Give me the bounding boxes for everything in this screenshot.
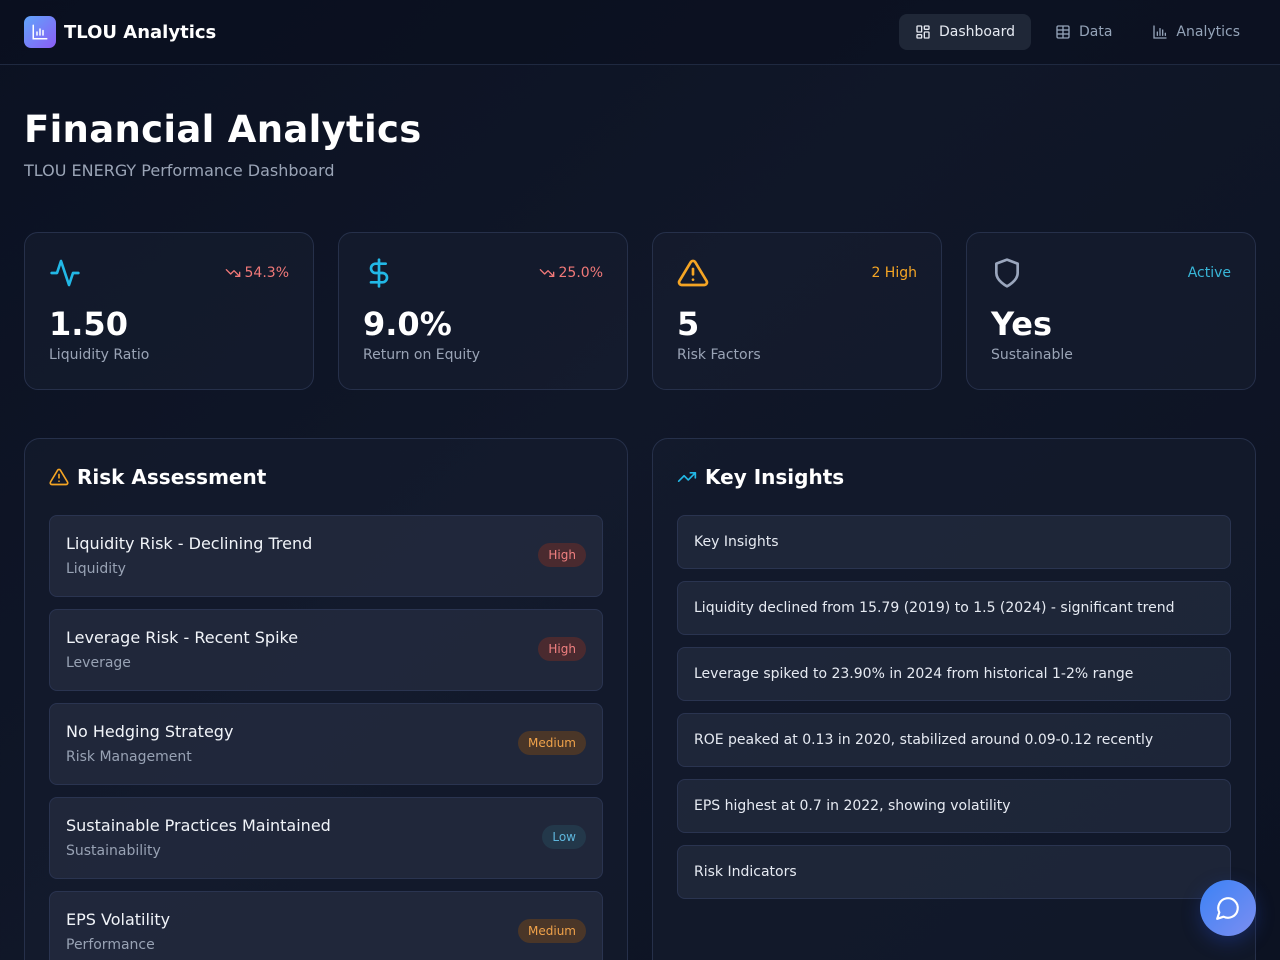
key-insights-panel: Key Insights Key Insights Liquidity decl… — [652, 438, 1256, 960]
metric-change: 25.0% — [539, 265, 603, 281]
risk-category: Sustainability — [66, 843, 161, 859]
chat-bubble-icon — [1216, 897, 1239, 920]
metric-value: 5 — [677, 305, 700, 343]
insight-item: ROE peaked at 0.13 in 2020, stabilized a… — [677, 713, 1231, 767]
metric-label: Risk Factors — [677, 347, 761, 363]
nav-dashboard[interactable]: Dashboard — [899, 14, 1031, 50]
nav-dashboard-label: Dashboard — [939, 24, 1015, 40]
metric-value: Yes — [991, 305, 1052, 343]
insight-list: Key Insights Liquidity declined from 15.… — [677, 515, 1231, 911]
risk-title: Liquidity Risk - Declining Trend — [66, 534, 313, 553]
insight-item: Leverage spiked to 23.90% in 2024 from h… — [677, 647, 1231, 701]
shield-icon — [995, 258, 1019, 288]
metric-card-liquidity-ratio[interactable]: 54.3% 1.50 Liquidity Ratio — [24, 232, 314, 390]
metric-card-return-on-equity[interactable]: 25.0% 9.0% Return on Equity — [338, 232, 628, 390]
bar-chart-icon — [1153, 25, 1168, 39]
metric-change: 54.3% — [225, 265, 289, 281]
metric-value: 1.50 — [49, 305, 128, 343]
brand[interactable]: TLOU Analytics — [24, 16, 216, 48]
panel-title: Key Insights — [677, 465, 844, 489]
risk-title: No Hedging Strategy — [66, 722, 234, 741]
top-navbar: TLOU Analytics Dashboard Data Analytics — [0, 0, 1280, 65]
metric-status: Active — [1188, 265, 1231, 281]
insight-item: Risk Indicators — [677, 845, 1231, 899]
activity-icon — [50, 259, 80, 287]
metric-change-value: 54.3% — [244, 265, 289, 281]
dollar-icon — [369, 258, 389, 288]
risk-item[interactable]: Liquidity Risk - Declining Trend Liquidi… — [49, 515, 603, 597]
risk-category: Liquidity — [66, 561, 126, 577]
trending-down-icon — [225, 269, 240, 277]
insight-item: Liquidity declined from 15.79 (2019) to … — [677, 581, 1231, 635]
risk-item[interactable]: No Hedging Strategy Risk Management Medi… — [49, 703, 603, 785]
risk-item[interactable]: Sustainable Practices Maintained Sustain… — [49, 797, 603, 879]
nav-data-label: Data — [1078, 24, 1113, 40]
app-name: TLOU Analytics — [64, 21, 217, 43]
risk-title: Leverage Risk - Recent Spike — [66, 628, 299, 647]
risk-level-badge: High — [538, 543, 586, 567]
risk-level-badge: Low — [542, 825, 586, 849]
panel-title: Risk Assessment — [49, 465, 266, 489]
trending-down-icon — [539, 269, 554, 277]
chat-button[interactable] — [1200, 880, 1256, 936]
risk-assessment-panel: Risk Assessment Liquidity Risk - Declini… — [24, 438, 628, 960]
metric-change-value: 2 High — [871, 265, 917, 281]
warning-icon — [49, 468, 69, 486]
main-nav: Dashboard Data Analytics — [899, 14, 1256, 50]
nav-analytics[interactable]: Analytics — [1136, 14, 1256, 50]
metric-value: 9.0% — [363, 305, 452, 343]
risk-title: Sustainable Practices Maintained — [66, 816, 331, 835]
risk-title: EPS Volatility — [66, 910, 171, 929]
page-title: Financial Analytics — [24, 108, 422, 151]
page-subtitle: TLOU ENERGY Performance Dashboard — [24, 161, 335, 180]
metric-label: Liquidity Ratio — [49, 347, 150, 363]
metric-label: Sustainable — [991, 347, 1073, 363]
risk-list: Liquidity Risk - Declining Trend Liquidi… — [49, 515, 603, 960]
risk-level-badge: High — [538, 637, 586, 661]
trending-up-icon — [677, 472, 697, 482]
risk-category: Risk Management — [66, 749, 192, 765]
table-icon — [1056, 25, 1070, 39]
metric-card-risk-factors[interactable]: 2 High 5 Risk Factors — [652, 232, 942, 390]
metric-change-value: Active — [1187, 265, 1231, 281]
risk-category: Performance — [66, 937, 155, 953]
insight-item: EPS highest at 0.7 in 2022, showing vola… — [677, 779, 1231, 833]
metric-change-value: 25.0% — [558, 265, 603, 281]
risk-level-badge: Medium — [518, 919, 586, 943]
metric-change: 2 High — [871, 265, 917, 281]
risk-category: Leverage — [66, 655, 131, 671]
nav-data[interactable]: Data — [1039, 14, 1128, 50]
risk-item[interactable]: Leverage Risk - Recent Spike Leverage Hi… — [49, 609, 603, 691]
metric-label: Return on Equity — [363, 347, 481, 363]
dashboard-icon — [916, 25, 930, 39]
panel-title-text: Risk Assessment — [77, 465, 267, 489]
bar-chart-logo-icon — [24, 16, 56, 48]
warning-icon — [677, 259, 709, 287]
risk-level-badge: Medium — [518, 731, 586, 755]
panel-title-text: Key Insights — [705, 465, 845, 489]
nav-analytics-label: Analytics — [1176, 24, 1240, 40]
risk-item[interactable]: EPS Volatility Performance Medium — [49, 891, 603, 960]
insight-item: Key Insights — [677, 515, 1231, 569]
metric-card-sustainable[interactable]: Active Yes Sustainable — [966, 232, 1256, 390]
